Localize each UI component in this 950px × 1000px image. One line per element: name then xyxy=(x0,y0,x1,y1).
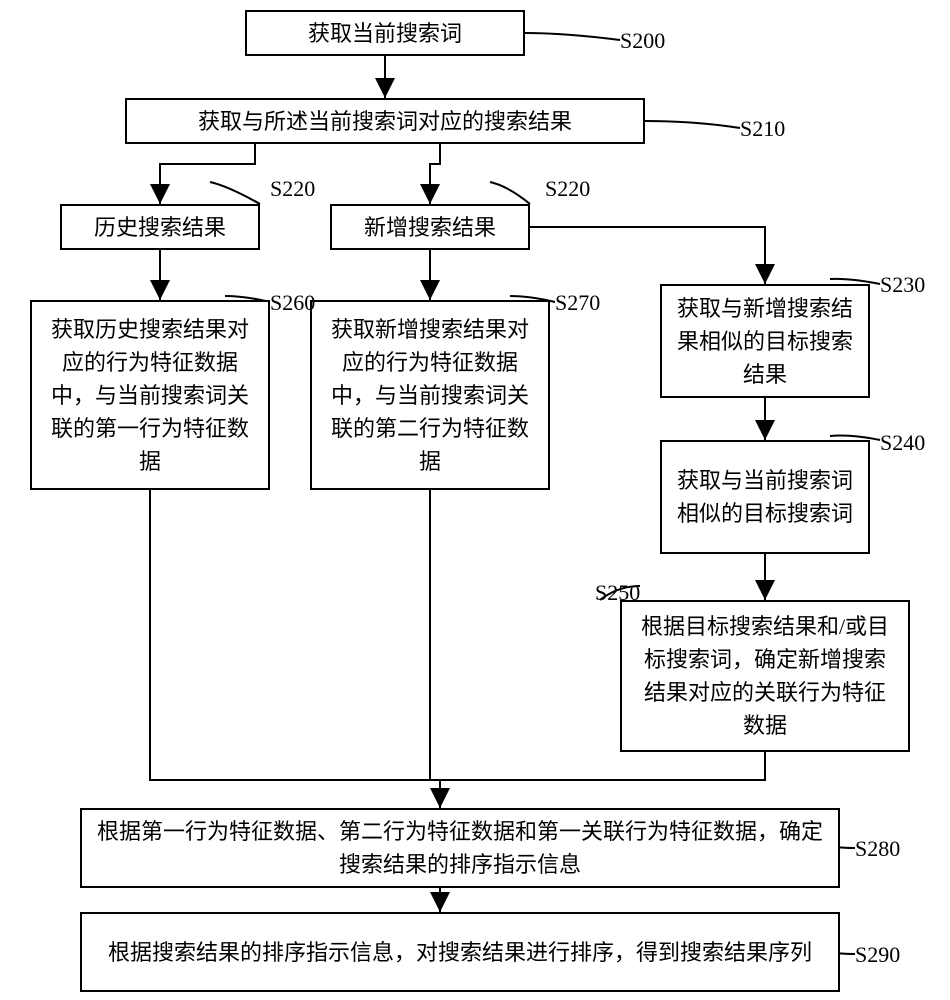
flow-node-text: 获取与新增搜索结果相似的目标搜索结果 xyxy=(674,292,856,391)
flow-node-text: 根据第一行为特征数据、第二行为特征数据和第一关联行为特征数据，确定搜索结果的排序… xyxy=(94,815,826,881)
flow-node-n220a: 历史搜索结果 xyxy=(60,204,260,250)
flow-node-n280: 根据第一行为特征数据、第二行为特征数据和第一关联行为特征数据，确定搜索结果的排序… xyxy=(80,808,840,888)
flow-node-n290: 根据搜索结果的排序指示信息，对搜索结果进行排序，得到搜索结果序列 xyxy=(80,912,840,992)
label-connector xyxy=(210,182,260,204)
step-label-S230: S230 xyxy=(880,272,925,298)
flow-node-text: 获取历史搜索结果对应的行为特征数据中，与当前搜索词关联的第一行为特征数据 xyxy=(44,313,256,478)
flow-node-n210: 获取与所述当前搜索词对应的搜索结果 xyxy=(125,98,645,144)
flow-node-n240: 获取与当前搜索词相似的目标搜索词 xyxy=(660,440,870,554)
flow-edge xyxy=(440,752,765,780)
flow-edge xyxy=(430,144,440,204)
step-label-S270: S270 xyxy=(555,290,600,316)
flow-edge xyxy=(160,144,255,204)
step-label-S250: S250 xyxy=(595,580,640,606)
step-label-S220: S220 xyxy=(545,176,590,202)
step-label-S240: S240 xyxy=(880,430,925,456)
step-label-S210: S210 xyxy=(740,116,785,142)
flow-node-n220b: 新增搜索结果 xyxy=(330,204,530,250)
flow-node-text: 历史搜索结果 xyxy=(94,211,226,244)
step-label-S290: S290 xyxy=(855,942,900,968)
flow-edge xyxy=(530,227,765,284)
step-label-S220: S220 xyxy=(270,176,315,202)
flow-node-text: 获取与所述当前搜索词对应的搜索结果 xyxy=(198,105,572,138)
flow-node-text: 根据目标搜索结果和/或目标搜索词，确定新增搜索结果对应的关联行为特征数据 xyxy=(634,610,896,742)
label-connector xyxy=(645,121,740,128)
step-label-S280: S280 xyxy=(855,836,900,862)
flow-node-n270: 获取新增搜索结果对应的行为特征数据中，与当前搜索词关联的第二行为特征数据 xyxy=(310,300,550,490)
flow-node-text: 获取新增搜索结果对应的行为特征数据中，与当前搜索词关联的第二行为特征数据 xyxy=(324,313,536,478)
flow-node-n250: 根据目标搜索结果和/或目标搜索词，确定新增搜索结果对应的关联行为特征数据 xyxy=(620,600,910,752)
label-connector xyxy=(490,182,530,204)
flow-node-text: 获取与当前搜索词相似的目标搜索词 xyxy=(674,464,856,530)
flow-node-n230: 获取与新增搜索结果相似的目标搜索结果 xyxy=(660,284,870,398)
flow-node-n200: 获取当前搜索词 xyxy=(245,10,525,56)
step-label-S260: S260 xyxy=(270,290,315,316)
flow-edge xyxy=(150,490,440,780)
flow-node-text: 获取当前搜索词 xyxy=(308,17,462,50)
flow-node-text: 根据搜索结果的排序指示信息，对搜索结果进行排序，得到搜索结果序列 xyxy=(108,936,812,969)
flow-node-n260: 获取历史搜索结果对应的行为特征数据中，与当前搜索词关联的第一行为特征数据 xyxy=(30,300,270,490)
step-label-S200: S200 xyxy=(620,28,665,54)
label-connector xyxy=(525,33,620,40)
flow-node-text: 新增搜索结果 xyxy=(364,211,496,244)
